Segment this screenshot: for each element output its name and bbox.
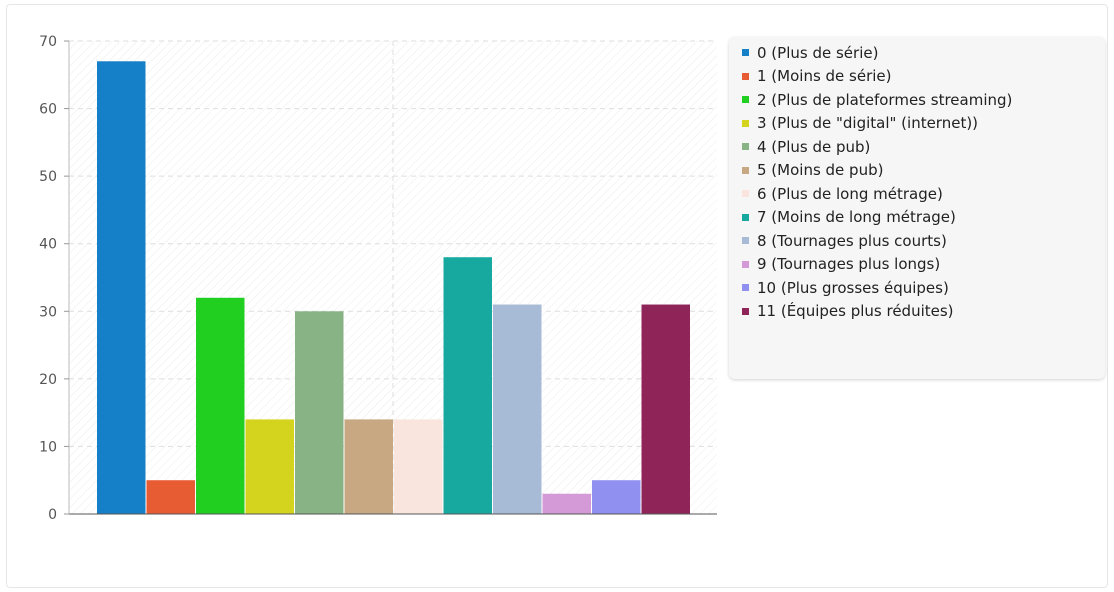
legend-item[interactable]: 10 (Plus grosses équipes) [729,276,1105,300]
legend-swatch [742,96,749,104]
legend-swatch [742,49,749,57]
legend-item[interactable]: 2 (Plus de plateformes streaming) [729,88,1105,112]
legend: 0 (Plus de série) 1 (Moins de série) 2 (Pl… [729,37,1105,379]
bar[interactable] [97,61,146,515]
legend-item[interactable]: 9 (Tournages plus longs) [729,253,1105,277]
legend-label: 9 (Tournages plus longs) [757,255,941,274]
bar[interactable] [443,257,493,514]
bar[interactable] [641,304,691,514]
axes [68,41,717,515]
legend-item[interactable]: 3 (Plus de "digital" (internet)) [729,112,1105,136]
bars [97,61,691,515]
legend-swatch [742,119,749,127]
legend-swatch [742,307,749,315]
legend-swatch [742,260,749,268]
legend-item[interactable]: 8 (Tournages plus courts) [729,229,1105,253]
bar[interactable] [196,297,245,514]
legend-swatch [742,72,749,80]
legend-label: 11 (Équipes plus réduites) [757,302,954,321]
legend-item[interactable]: 11 (Équipes plus réduites) [729,300,1105,324]
y-tick-label: 0 [48,507,57,523]
legend-item[interactable]: 7 (Moins de long métrage) [729,206,1105,230]
bar[interactable] [245,419,295,514]
legend-swatch [742,190,749,198]
grid [69,40,717,514]
bar[interactable] [542,493,592,514]
y-tick-label: 50 [39,169,57,185]
legend-label: 10 (Plus grosses équipes) [757,278,949,297]
legend-swatch [742,213,749,221]
y-tick-label: 60 [39,102,57,118]
y-axis-ticks: 0 10 20 30 40 50 60 70 [39,34,69,523]
legend-label: 0 (Plus de série) [757,43,879,62]
legend-label: 4 (Plus de pub) [757,137,871,156]
y-tick-label: 20 [39,372,57,388]
legend-label: 1 (Moins de série) [757,67,892,86]
legend-swatch [742,143,749,151]
y-tick-label: 10 [39,439,57,455]
legend-label: 7 (Moins de long métrage) [757,208,956,227]
bar[interactable] [592,480,641,514]
legend-swatch [742,284,749,292]
legend-item[interactable]: 6 (Plus de long métrage) [729,182,1105,206]
legend-swatch [742,166,749,174]
y-tick-label: 40 [39,237,57,253]
legend-label: 2 (Plus de plateformes streaming) [757,90,1013,109]
legend-swatch [742,237,749,245]
bar[interactable] [295,311,344,514]
legend-item[interactable]: 0 (Plus de série) [729,41,1105,65]
legend-label: 3 (Plus de "digital" (internet)) [757,114,979,133]
legend-label: 5 (Moins de pub) [757,161,884,180]
legend-label: 8 (Tournages plus courts) [757,231,947,250]
bar[interactable] [493,304,542,514]
bar[interactable] [146,480,196,514]
bar[interactable] [394,419,443,514]
legend-item[interactable]: 4 (Plus de pub) [729,135,1105,159]
y-tick-label: 30 [39,304,57,320]
legend-item[interactable]: 1 (Moins de série) [729,65,1105,89]
bar[interactable] [344,419,394,514]
y-tick-label: 70 [39,34,57,50]
legend-item[interactable]: 5 (Moins de pub) [729,159,1105,183]
legend-label: 6 (Plus de long métrage) [757,184,943,203]
